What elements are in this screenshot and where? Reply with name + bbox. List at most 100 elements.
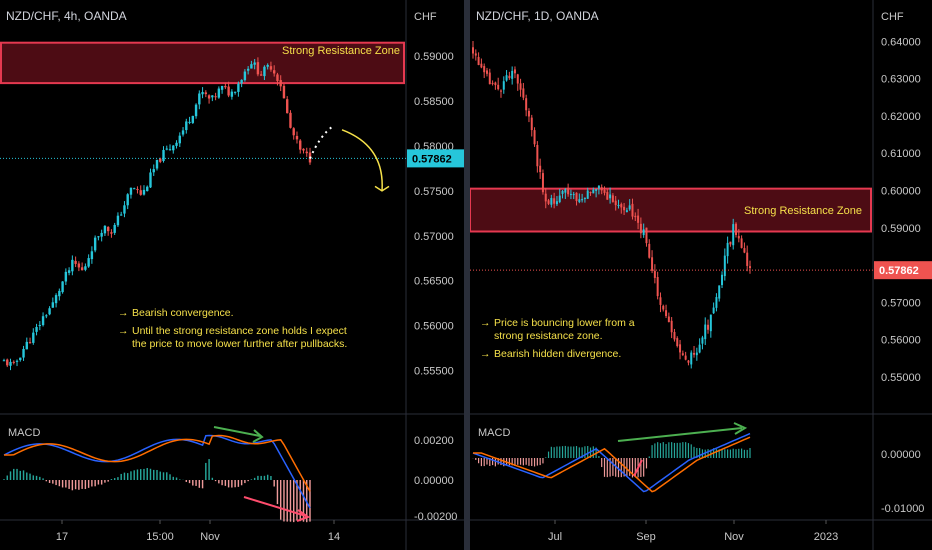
candle-body [575,192,578,201]
price-tick-label: 0.56000 [414,321,454,333]
candle-body [687,360,690,363]
candle-body [617,204,620,206]
macd-tick-label: 0.00000 [881,449,921,461]
macd-divergence-arrow [213,426,261,437]
projection-curve [341,129,383,191]
candle-body [136,189,139,191]
candle-body [259,74,263,76]
candle-body [286,99,289,114]
candle-body [698,344,701,353]
candle-body [227,86,230,96]
candle-body [302,148,305,151]
note-text: the price to move lower further after pu… [132,338,347,350]
candle-body [282,85,286,99]
candle-body [665,310,668,317]
candle-body [676,338,679,347]
candle-body [28,342,32,344]
candle-body [513,69,516,74]
candle-body [129,187,133,195]
candle-body [6,359,9,366]
panel-splitter[interactable] [464,0,470,550]
candle-body [84,266,87,270]
candle-body [87,258,90,267]
candle-body [735,223,738,236]
macd-tick-label: -0.00200 [414,511,457,523]
candle-body [746,252,749,266]
candle-body [181,130,185,135]
last-price-value: 0.57862 [879,265,919,277]
candle-body [74,260,77,264]
candle-body [597,185,600,189]
candle-body [488,72,491,85]
candle-body [152,169,155,173]
candle-body [175,142,178,146]
candle-body [237,83,240,92]
candle-body [729,241,732,245]
candle-body [614,200,617,206]
candle-body [116,215,120,226]
candle-body [502,81,505,90]
candle-body [651,257,654,271]
candle-body [544,193,547,202]
candle-body [586,190,589,199]
candle-body [178,135,181,144]
price-divergence-arrow [243,496,307,517]
price-tick-label: 0.55000 [881,372,921,384]
resistance-zone [0,41,405,85]
price-tick-label: 0.59000 [414,51,454,63]
candle-body [709,314,712,332]
candle-body [695,352,698,356]
price-tick-label: 0.63000 [881,74,921,86]
candle-body [230,91,234,97]
candle-body [595,189,598,191]
candle-body [54,295,58,304]
candle-body [721,274,724,286]
candle-body [64,271,68,282]
candle-body [550,198,553,205]
candle-body [113,224,116,233]
price-tick-label: 0.58500 [414,96,454,108]
right-chart-canvas[interactable]: NZD/CHF, 1D, OANDA CHF Strong Resistance Z… [470,0,932,550]
candle-body [690,352,693,365]
candle-body [233,91,237,93]
left-chart-panel[interactable]: NZD/CHF, 4h, OANDA CHF Strong Resistance Z… [0,0,464,550]
candle-body [220,85,224,90]
candle-body [743,248,746,253]
candle-body [606,192,609,200]
price-divergence-arrowhead-icon [296,509,311,522]
candle-body [707,324,710,330]
note-arrow-icon: → [118,325,129,337]
candle-body [684,355,687,360]
candles [2,57,312,371]
candle-body [9,361,12,366]
price-tick-label: 0.60000 [881,186,921,198]
time-tick-label: 17 [56,531,68,543]
candle-body [732,224,735,246]
candle-body [90,251,94,260]
projection-pullback [309,125,334,159]
candle-body [637,215,640,223]
price-tick-label: 0.55500 [414,366,454,378]
candle-body [126,194,129,206]
price-tick-label: 0.62000 [881,111,921,123]
right-chart-panel[interactable]: NZD/CHF, 1D, OANDA CHF Strong Resistance Z… [470,0,932,550]
candle-body [168,149,172,151]
candle-body [155,159,159,169]
candle-body [693,352,696,355]
candle-body [485,70,488,74]
candle-body [103,225,107,234]
candle-body [533,130,536,145]
candle-body [642,229,645,236]
candle-body [508,75,511,79]
left-chart-canvas[interactable]: NZD/CHF, 4h, OANDA CHF Strong Resistance Z… [0,0,464,550]
candle-body [198,93,201,105]
candle-body [592,189,595,194]
candle-body [146,186,149,192]
candle-body [670,320,673,333]
candle-body [656,276,659,297]
macd-divergence-arrowhead-icon [252,429,264,443]
candle-body [609,194,612,199]
candle-body [97,236,100,238]
candle-body [19,357,22,361]
price-tick-label: 0.56500 [414,276,454,288]
